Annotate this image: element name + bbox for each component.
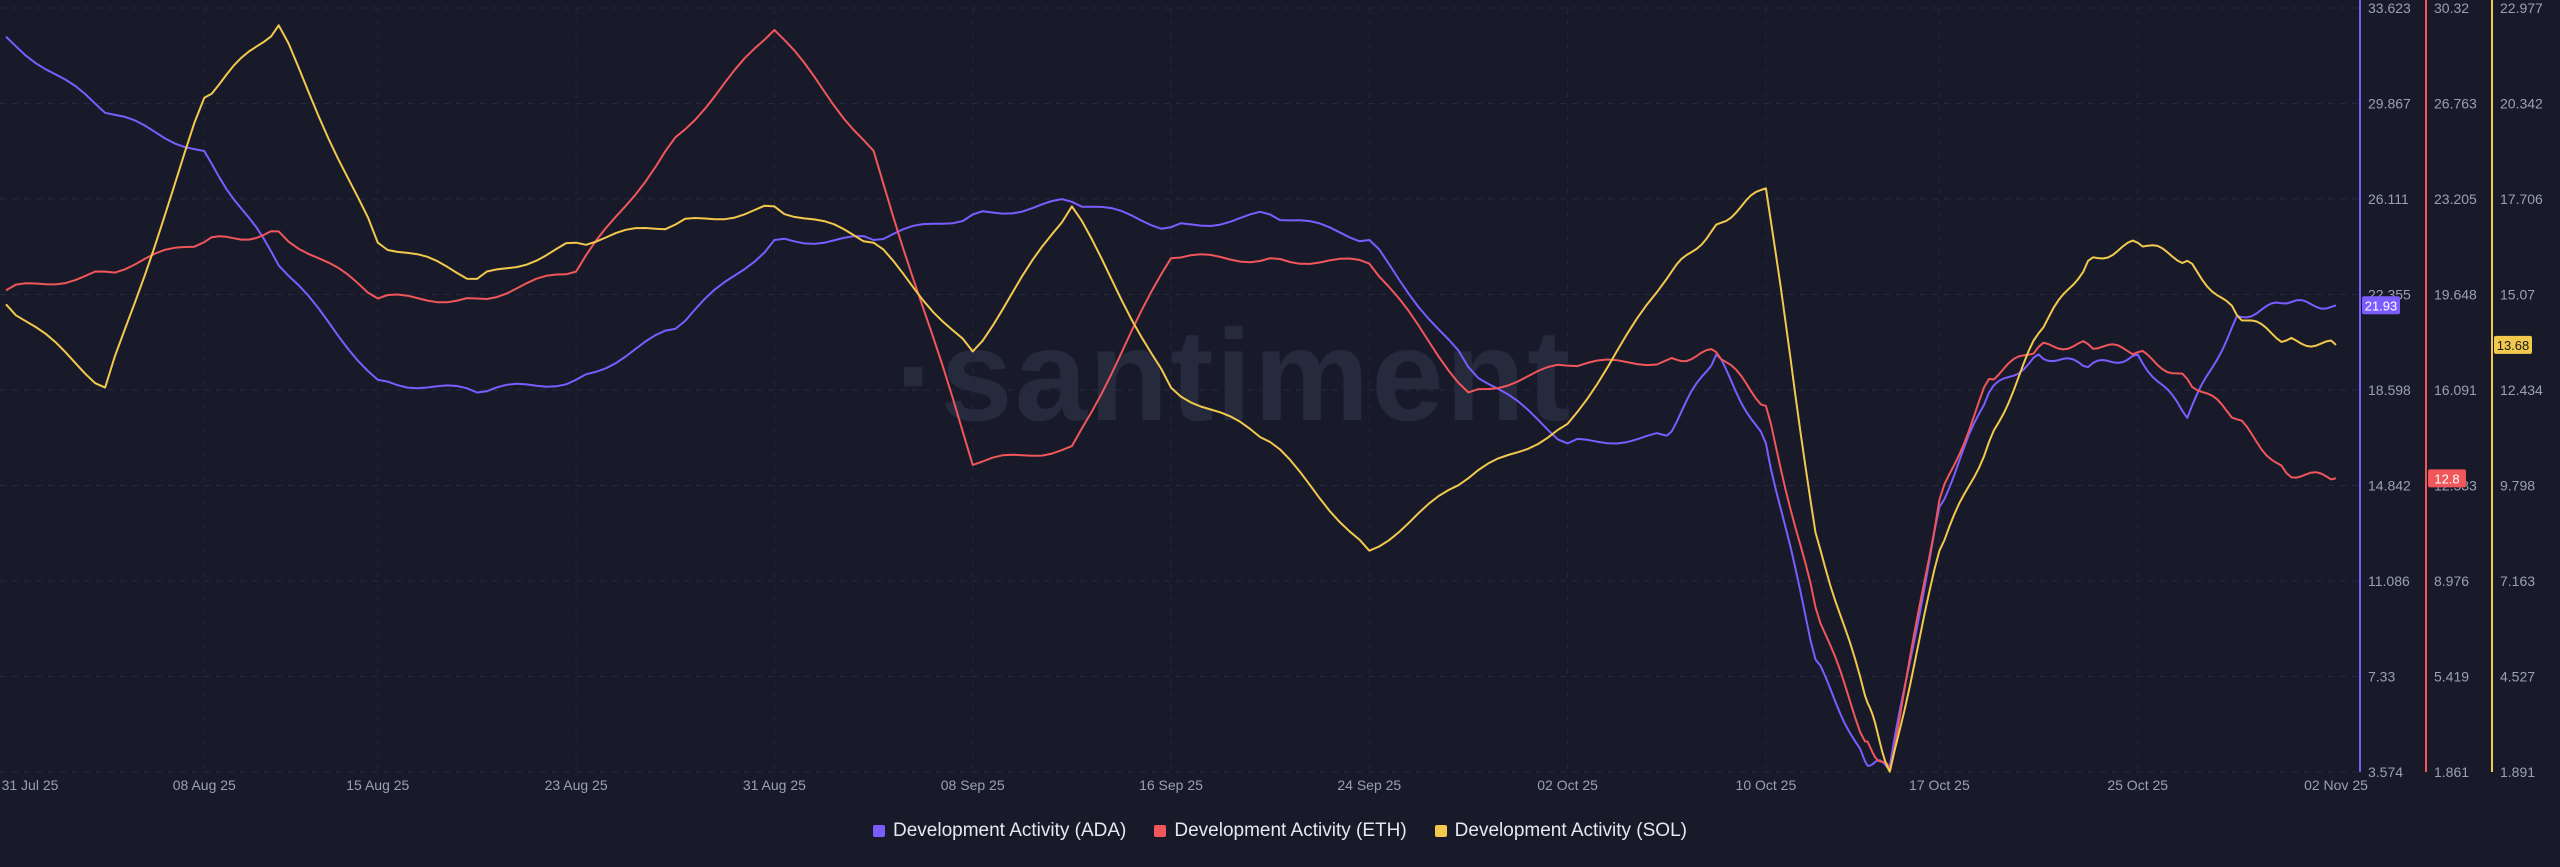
x-tick-label: 15 Aug 25 <box>346 777 409 793</box>
last-value-badge-sol <box>2494 335 2532 354</box>
x-tick-label: 31 Jul 25 <box>2 777 59 793</box>
y-tick-label-eth: 5.419 <box>2434 669 2469 685</box>
last-value-label-ada: 21.93 <box>2365 298 2398 313</box>
legend-swatch-eth <box>1154 825 1167 837</box>
y-tick-label-eth: 26.763 <box>2434 96 2477 112</box>
y-tick-label-eth: 16.091 <box>2434 382 2477 398</box>
x-tick-label: 31 Aug 25 <box>743 777 806 793</box>
x-tick-label: 02 Oct 25 <box>1537 777 1598 793</box>
last-value-label-eth: 12.8 <box>2434 471 2459 486</box>
last-value-badge-ada <box>2362 296 2400 315</box>
x-tick-label: 02 Nov 25 <box>2304 777 2368 793</box>
x-tick-label: 25 Oct 25 <box>2107 777 2168 793</box>
legend-label-sol: Development Activity (SOL) <box>1454 820 1687 841</box>
x-tick-label: 08 Sep 25 <box>941 777 1005 793</box>
santiment-watermark: ·santiment <box>895 302 1573 448</box>
x-tick-label: 23 Aug 25 <box>545 777 608 793</box>
y-tick-label-ada: 3.574 <box>2368 764 2403 780</box>
legend-item-eth[interactable]: Development Activity (ETH) <box>1154 820 1407 842</box>
y-tick-label-sol: 4.527 <box>2500 669 2535 685</box>
x-tick-label: 16 Sep 25 <box>1139 777 1203 793</box>
legend-label-eth: Development Activity (ETH) <box>1174 820 1407 841</box>
y-tick-label-sol: 17.706 <box>2500 191 2543 207</box>
y-tick-label-eth: 1.861 <box>2434 764 2469 780</box>
y-tick-label-sol: 1.891 <box>2500 764 2535 780</box>
series-line-eth <box>5 29 2337 772</box>
legend: Development Activity (ADA) Development A… <box>0 820 2560 842</box>
legend-item-sol[interactable]: Development Activity (SOL) <box>1434 820 1687 842</box>
y-tick-label-sol: 20.342 <box>2500 96 2543 112</box>
y-tick-label-ada: 14.842 <box>2368 478 2411 494</box>
legend-swatch-ada <box>873 825 886 837</box>
y-tick-label-sol: 15.07 <box>2500 287 2535 303</box>
legend-label-ada: Development Activity (ADA) <box>893 820 1127 841</box>
y-tick-label-ada: 33.623 <box>2368 0 2411 16</box>
y-tick-label-sol: 7.163 <box>2500 573 2535 589</box>
x-tick-label: 24 Sep 25 <box>1337 777 1401 793</box>
y-tick-label-eth: 8.976 <box>2434 573 2469 589</box>
last-value-label-sol: 13.68 <box>2497 338 2530 353</box>
y-tick-label-sol: 22.977 <box>2500 0 2543 16</box>
y-tick-label-sol: 12.434 <box>2500 382 2543 398</box>
y-tick-label-ada: 7.33 <box>2368 669 2395 685</box>
x-tick-label: 08 Aug 25 <box>173 777 236 793</box>
legend-item-ada[interactable]: Development Activity (ADA) <box>873 820 1126 842</box>
x-tick-label: 10 Oct 25 <box>1736 777 1797 793</box>
series-line-sol <box>5 24 2337 773</box>
x-tick-label: 17 Oct 25 <box>1909 777 1970 793</box>
y-tick-label-eth: 23.205 <box>2434 191 2477 207</box>
y-tick-label-ada: 26.111 <box>2368 191 2409 207</box>
legend-swatch-sol <box>1434 825 1447 837</box>
y-tick-label-sol: 9.798 <box>2500 478 2535 494</box>
y-tick-label-eth: 30.32 <box>2434 0 2469 16</box>
y-tick-label-ada: 29.867 <box>2368 96 2411 112</box>
y-tick-label-ada: 11.086 <box>2368 573 2410 589</box>
series-line-ada <box>5 35 2337 769</box>
y-tick-label-ada: 18.598 <box>2368 382 2411 398</box>
y-tick-label-eth: 19.648 <box>2434 287 2477 303</box>
last-value-badge-eth <box>2428 469 2466 488</box>
